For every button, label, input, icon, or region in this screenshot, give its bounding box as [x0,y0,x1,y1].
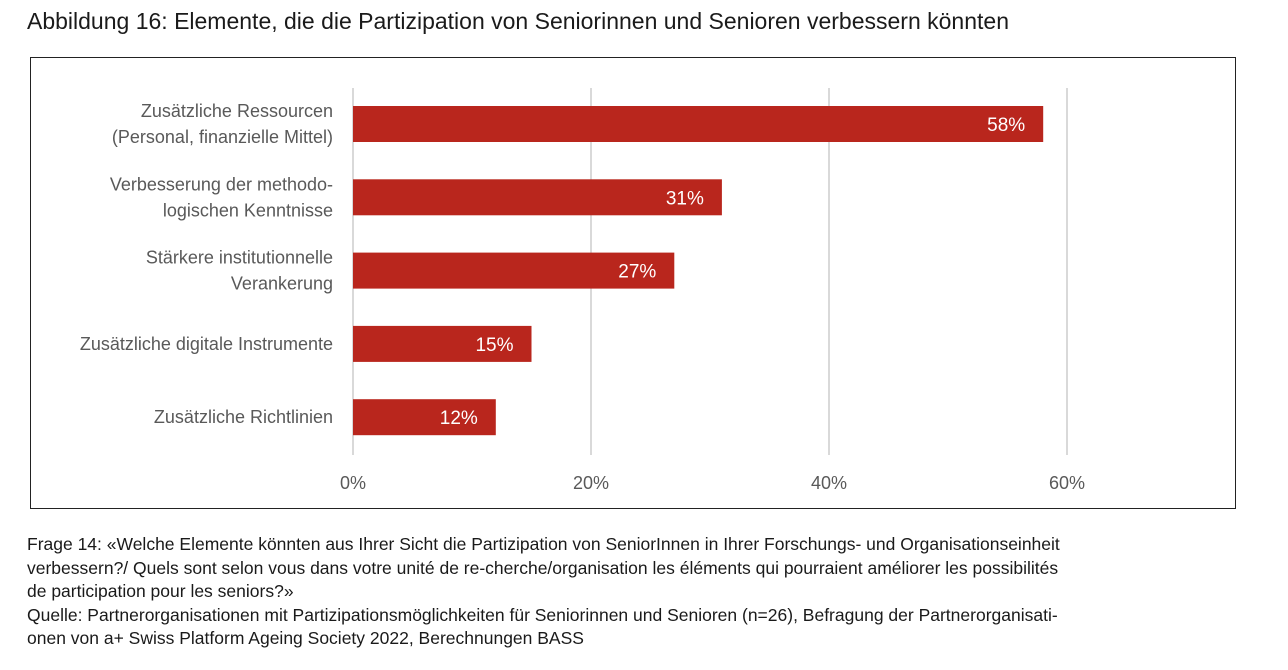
category-label: (Personal, finanzielle Mittel) [112,127,333,147]
data-label: 12% [440,408,478,429]
bar [353,106,1044,142]
question-line: Frage 14: «Welche Elemente könnten aus I… [27,534,1060,554]
bar [353,325,532,362]
category-label: Zusätzliche digitale Instrumente [80,334,333,354]
data-label: 15% [475,335,513,356]
category-label: Verankerung [231,274,333,294]
category-label: Verbesserung der methodo- [110,174,333,194]
category-label: Stärkere institutionnelle [146,248,333,268]
x-tick-label: 40% [811,473,847,493]
data-label: 58% [987,115,1025,136]
x-tick-label: 0% [340,473,366,493]
source-line: onen von a+ Swiss Platform Ageing Societ… [27,628,584,648]
x-tick-label: 20% [573,473,609,493]
data-label: 31% [666,188,704,209]
bar-chart: 0% 20% 40% 60% 58% Zusätzliche Ressourcen (Per… [80,88,1085,493]
category-label: logischen Kenntnisse [163,200,333,220]
category-label: Zusätzliche Richtlinien [154,407,333,427]
category-label: Zusätzliche Ressourcen [141,101,333,121]
bar [353,399,496,436]
figure-title: Abbildung 16: Elemente, die die Partizip… [27,8,1009,34]
question-line: verbessern?/ Quels sont selon vous dans … [27,557,1059,578]
source-line: Quelle: Partnerorganisationen mit Partiz… [27,604,1058,625]
x-tick-label: 60% [1049,473,1085,493]
chart-frame [30,57,1236,509]
data-label: 27% [618,262,656,283]
bar [353,179,722,216]
bar [353,252,675,289]
figure-notes: Frage 14: «Welche Elemente könnten aus I… [27,533,1060,651]
question-line: de participation pour les seniors?» [27,581,294,601]
